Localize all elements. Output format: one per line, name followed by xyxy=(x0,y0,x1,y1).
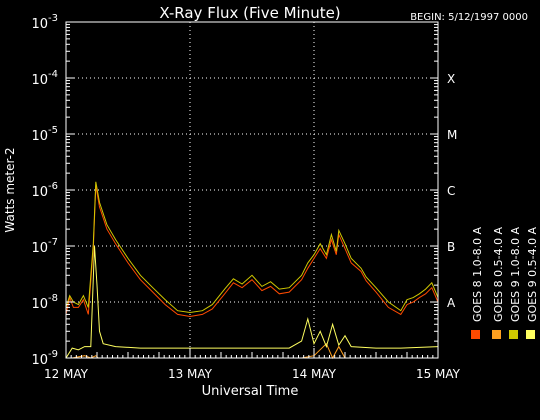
flare-class-label: C xyxy=(447,184,455,198)
begin-date-label: BEGIN: 5/12/1997 0000 xyxy=(410,12,528,23)
x-tick-label: 15 MAY xyxy=(416,367,461,381)
legend-swatch xyxy=(526,330,535,339)
x-tick-label: 12 MAY xyxy=(44,367,89,381)
series-line-3 xyxy=(65,181,439,314)
legend-swatch xyxy=(492,330,501,339)
legend-swatch xyxy=(471,330,480,339)
y-tick-label: 10-5 xyxy=(31,125,58,144)
y-tick-label: 10-3 xyxy=(31,13,58,32)
x-axis-ticks: 12 MAY 13 MAY 14 MAY 15 MAY xyxy=(44,348,461,381)
y-axis-label: Watts meter-2 xyxy=(3,147,17,232)
flare-class-labels: A B C M X xyxy=(447,72,457,310)
grid-lines xyxy=(66,22,438,358)
y-tick-label: 10-9 xyxy=(31,349,58,368)
y-tick-label: 10-6 xyxy=(31,181,58,200)
legend: GOES 8 1.0-8.0 A GOES 8 0.5-4.0 A GOES 9 1… xyxy=(471,226,539,339)
y-tick-label: 10-4 xyxy=(31,69,58,88)
x-tick-label: 13 MAY xyxy=(168,367,213,381)
x-tick-label: 14 MAY xyxy=(292,367,337,381)
y-tick-label: 10-8 xyxy=(31,293,58,312)
flare-class-label: M xyxy=(447,128,457,142)
legend-swatch xyxy=(509,330,518,339)
flare-class-label: B xyxy=(447,240,455,254)
legend-label: GOES 9 0.5-4.0 A xyxy=(526,226,539,322)
series-line-1 xyxy=(65,185,439,318)
legend-label: GOES 9 1.0-8.0 A xyxy=(509,226,522,322)
y-axis-ticks: 10-9 10-8 10-7 10-6 10-5 10-4 10-3 xyxy=(31,13,438,368)
x-axis-label: Universal Time xyxy=(202,384,299,399)
legend-label: GOES 8 0.5-4.0 A xyxy=(492,226,505,322)
chart-title: X-Ray Flux (Five Minute) xyxy=(159,4,340,22)
flare-class-label: X xyxy=(447,72,455,86)
series-line-4 xyxy=(65,245,439,359)
flare-class-label: A xyxy=(447,296,456,310)
y-tick-label: 10-7 xyxy=(31,237,58,256)
legend-label: GOES 8 1.0-8.0 A xyxy=(471,226,484,322)
